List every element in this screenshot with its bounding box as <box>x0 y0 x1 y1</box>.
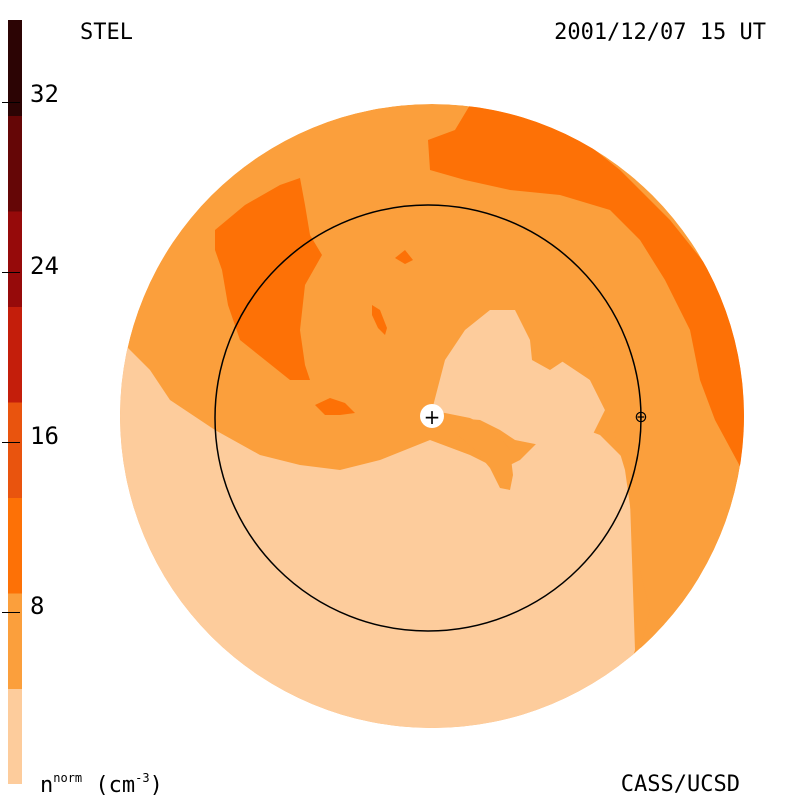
color-scale-bar <box>8 20 22 784</box>
unit-label: nnorm (cm-3) <box>40 771 163 798</box>
colorbar-tick-24 <box>2 272 20 273</box>
colorbar-segment <box>8 497 22 594</box>
earth-orbit-circle <box>214 204 642 632</box>
density-region-level1-east <box>560 340 744 650</box>
sun-marker <box>420 404 444 428</box>
density-region-level1-tongue <box>440 412 513 490</box>
credit-label: CASS/UCSD <box>620 772 740 797</box>
density-region-level2-northeast <box>428 104 744 470</box>
colorbar-segment <box>8 688 22 784</box>
colorbar-tick-32 <box>2 102 20 103</box>
timestamp-label: 2001/12/07 15 UT <box>554 20 766 45</box>
colorbar-segment <box>8 593 22 689</box>
colorbar-tick-16 <box>2 442 20 443</box>
colorbar-label-8: 8 <box>30 592 45 620</box>
earth-icon: ⊕ <box>634 407 647 426</box>
colorbar-segment <box>8 115 22 212</box>
colorbar-tick-8 <box>2 612 20 613</box>
density-region-level2-northwest <box>215 178 322 380</box>
colorbar-label-32: 32 <box>30 80 59 108</box>
sun-icon: + <box>424 405 441 429</box>
density-region-level2-island-a <box>315 398 355 415</box>
density-region-level2-island-c <box>395 250 413 264</box>
colorbar-segment <box>8 402 22 498</box>
colorbar-segment <box>8 211 22 307</box>
colorbar-label-16: 16 <box>30 422 59 450</box>
density-region-level0-center <box>432 310 605 445</box>
colorbar-segment <box>8 306 22 403</box>
colorbar-label-24: 24 <box>30 252 59 280</box>
colorbar-segment <box>8 20 22 116</box>
density-region-level2-island-b <box>372 305 387 335</box>
instrument-label: STEL <box>80 20 133 45</box>
